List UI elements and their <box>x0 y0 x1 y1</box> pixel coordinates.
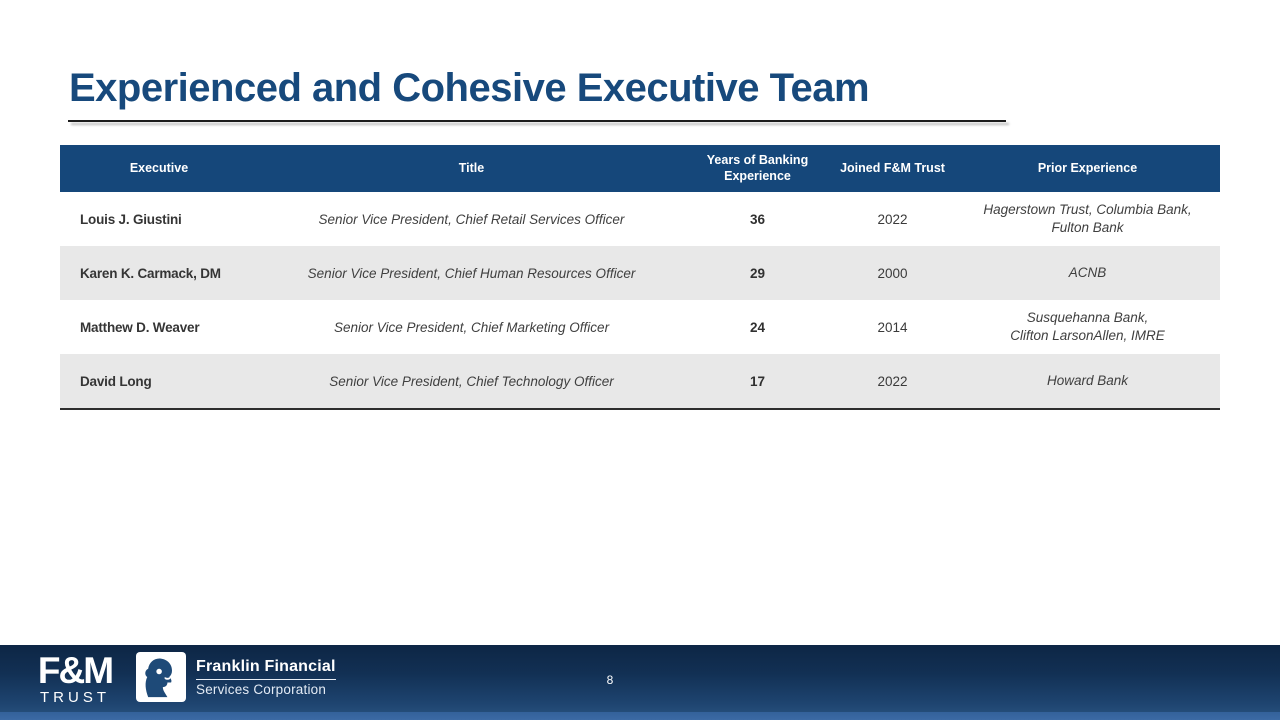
fm-trust-logo-subtext: TRUST <box>40 689 110 706</box>
column-header-executive: Executive <box>60 145 258 192</box>
table-header-row: Executive Title Years of Banking Experie… <box>60 145 1220 192</box>
executive-name-cell: Matthew D. Weaver <box>80 319 200 335</box>
prior-experience-cell: Hagerstown Trust, Columbia Bank, Fulton … <box>983 201 1192 235</box>
title-cell: Senior Vice President, Chief Human Resou… <box>307 265 636 281</box>
footer-bar: F&M TRUST Franklin Financial Services Co… <box>0 645 1280 720</box>
prior-experience-cell: Susquehanna Bank, Clifton LarsonAllen, I… <box>1010 309 1165 343</box>
years-cell: 24 <box>749 319 766 335</box>
fm-trust-logo: F&M TRUST <box>30 652 120 705</box>
executive-table-container: Executive Title Years of Banking Experie… <box>60 145 1220 410</box>
joined-cell: 2014 <box>877 319 908 335</box>
prior-experience-cell: Howard Bank <box>1046 372 1129 388</box>
joined-cell: 2022 <box>877 211 908 227</box>
title-cell: Senior Vice President, Chief Retail Serv… <box>318 211 625 227</box>
executive-name-cell: Karen K. Carmack, DM <box>80 265 221 281</box>
table-row: Matthew D. Weaver Senior Vice President,… <box>60 300 1220 354</box>
prior-experience-cell: ACNB <box>1068 264 1107 280</box>
years-cell: 36 <box>749 211 766 227</box>
ben-franklin-profile-icon <box>136 652 186 702</box>
column-header-prior-experience: Prior Experience <box>955 145 1220 192</box>
page-title: Experienced and Cohesive Executive Team <box>69 66 870 110</box>
page-number: 8 <box>606 673 614 687</box>
years-cell: 17 <box>749 373 766 389</box>
footer-accent-strip <box>0 712 1280 720</box>
years-cell: 29 <box>749 265 766 281</box>
title-cell: Senior Vice President, Chief Marketing O… <box>333 319 610 335</box>
executive-table: Executive Title Years of Banking Experie… <box>60 145 1220 410</box>
franklin-financial-subtitle: Services Corporation <box>196 681 327 697</box>
column-header-title: Title <box>258 145 685 192</box>
table-row: David Long Senior Vice President, Chief … <box>60 354 1220 409</box>
fm-trust-logo-text: F&M <box>37 650 114 691</box>
table-row: Louis J. Giustini Senior Vice President,… <box>60 192 1220 246</box>
franklin-financial-logo: Franklin Financial Services Corporation <box>136 652 336 702</box>
franklin-financial-name: Franklin Financial <box>196 658 336 680</box>
joined-cell: 2022 <box>877 373 908 389</box>
table-row: Karen K. Carmack, DM Senior Vice Preside… <box>60 246 1220 300</box>
joined-cell: 2000 <box>877 265 908 281</box>
franklin-financial-text: Franklin Financial Services Corporation <box>196 658 336 697</box>
executive-name-cell: David Long <box>80 373 152 389</box>
executive-name-cell: Louis J. Giustini <box>80 211 182 227</box>
title-underline <box>68 120 1006 122</box>
column-header-years-of-banking-experience: Years of Banking Experience <box>685 145 830 192</box>
title-cell: Senior Vice President, Chief Technology … <box>329 373 614 389</box>
column-header-joined-fm-trust: Joined F&M Trust <box>830 145 955 192</box>
